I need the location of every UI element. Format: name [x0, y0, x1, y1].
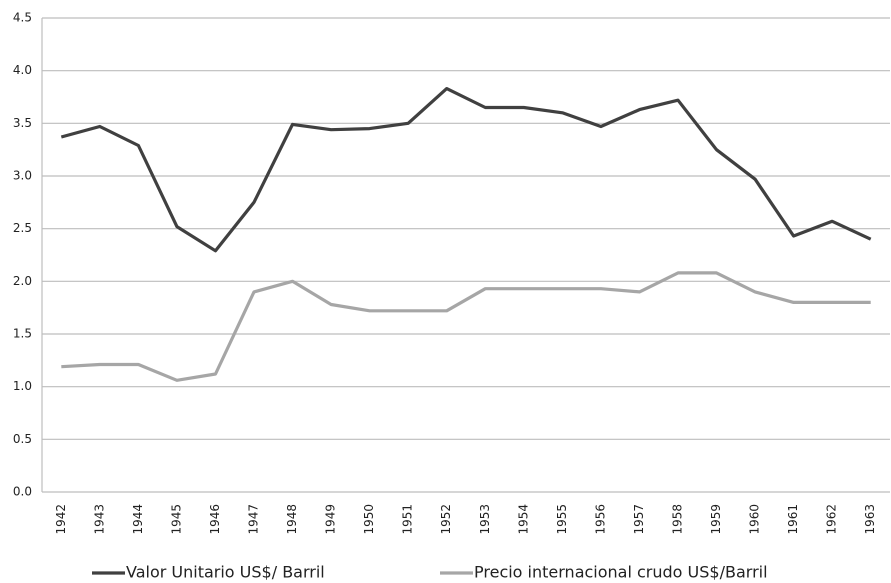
y-tick-label: 0.0	[13, 485, 32, 499]
x-tick-label: 1952	[439, 504, 453, 535]
x-tick-label: 1961	[786, 504, 800, 535]
y-tick-label: 4.0	[13, 63, 32, 77]
legend-label: Precio internacional crudo US$/Barril	[474, 563, 768, 582]
x-tick-label: 1953	[478, 504, 492, 535]
x-tick-label: 1946	[208, 504, 222, 535]
legend: Valor Unitario US$/ Barril Precio interna…	[92, 563, 768, 582]
y-tick-label: 3.0	[13, 169, 32, 183]
x-tick-label: 1944	[131, 504, 145, 535]
x-tick-label: 1947	[247, 504, 261, 535]
y-tick-label: 2.0	[13, 274, 32, 288]
x-tick-label: 1957	[632, 504, 646, 535]
x-tick-label: 1943	[92, 504, 106, 535]
x-tick-label: 1948	[285, 504, 299, 535]
x-tick-label: 1951	[401, 504, 415, 535]
x-tick-label: 1945	[169, 504, 183, 535]
legend-label: Valor Unitario US$/ Barril	[126, 563, 325, 582]
x-tick-label: 1962	[825, 504, 839, 535]
x-tick-label: 1958	[671, 504, 685, 535]
x-tick-label: 1960	[748, 504, 762, 535]
x-tick-label: 1955	[555, 504, 569, 535]
x-tick-label: 1956	[593, 504, 607, 535]
series-line	[61, 271, 871, 382]
x-tick-label: 1949	[324, 504, 338, 535]
y-tick-label: 2.5	[13, 221, 32, 235]
x-tick-label: 1954	[516, 504, 530, 535]
x-tick-label: 1963	[863, 504, 877, 535]
series-line	[60, 87, 872, 253]
y-tick-label: 4.5	[13, 11, 32, 25]
x-tick-label: 1950	[362, 504, 376, 535]
y-tick-label: 3.5	[13, 116, 32, 130]
x-tick-label: 1959	[709, 504, 723, 535]
y-tick-label: 0.5	[13, 432, 32, 446]
y-tick-label: 1.5	[13, 327, 32, 341]
y-tick-label: 1.0	[13, 379, 32, 393]
x-tick-label: 1942	[54, 504, 68, 535]
